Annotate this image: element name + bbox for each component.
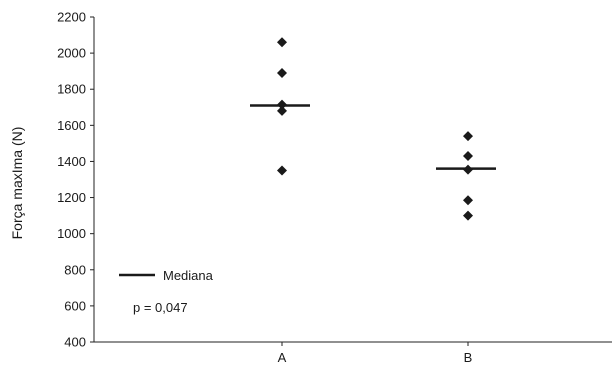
y-tick-label: 600 <box>64 298 86 313</box>
data-point-diamond <box>463 151 473 162</box>
data-point-diamond <box>277 165 287 176</box>
p-value-annotation: p = 0,047 <box>133 300 188 315</box>
x-tick-label-a: A <box>278 350 287 365</box>
data-point-diamond <box>463 210 473 221</box>
data-point-diamond <box>277 105 287 116</box>
y-axis: 400 600 800 1000 1200 1400 1600 1800 2000 2200 <box>57 10 95 350</box>
data-point-diamond <box>277 37 287 48</box>
legend-median-label: Mediana <box>163 268 214 283</box>
y-tick-label: 1400 <box>57 154 86 169</box>
y-tick-label: 1200 <box>57 190 86 205</box>
y-tick-label: 400 <box>64 335 86 350</box>
data-point-diamond <box>463 195 473 206</box>
data-point-diamond <box>463 131 473 142</box>
data-points <box>277 37 473 221</box>
y-tick-label: 1800 <box>57 82 86 97</box>
legend: Mediana <box>119 268 214 283</box>
y-tick-label: 1000 <box>57 226 86 241</box>
median-lines <box>250 104 496 170</box>
y-axis-title: Força maxIma (N) <box>9 127 25 240</box>
y-tick-label: 2000 <box>57 46 86 61</box>
data-point-diamond <box>277 67 287 78</box>
y-tick-label: 800 <box>64 262 86 277</box>
y-tick-label: 2200 <box>57 10 86 25</box>
y-tick-label: 1600 <box>57 118 86 133</box>
x-tick-label-b: B <box>464 350 473 365</box>
